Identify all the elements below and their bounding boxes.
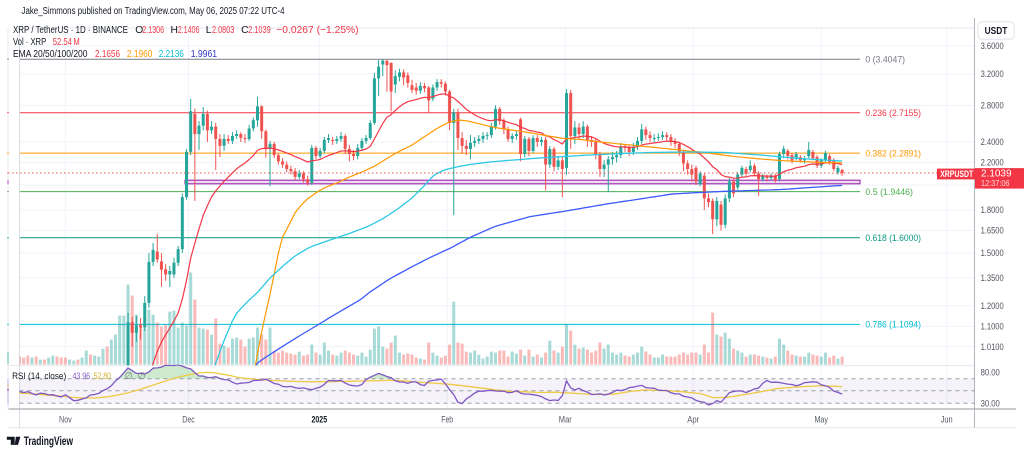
svg-text:∅: ∅ <box>125 371 133 382</box>
svg-text:Nov: Nov <box>59 414 72 424</box>
svg-text:RSI (14, close): RSI (14, close) <box>12 371 66 382</box>
svg-text:2.1960: 2.1960 <box>127 49 153 60</box>
svg-text:2.4000: 2.4000 <box>981 137 1004 147</box>
svg-text:C: C <box>241 25 249 36</box>
svg-text:2.2136: 2.2136 <box>159 49 184 60</box>
svg-text:H: H <box>171 25 178 36</box>
svg-text:Jun: Jun <box>941 414 953 424</box>
svg-text:EMA 20/50/100/200: EMA 20/50/100/200 <box>13 49 88 60</box>
svg-text:Dec: Dec <box>182 414 195 424</box>
svg-text:0.5 (1.9446): 0.5 (1.9446) <box>865 187 913 197</box>
svg-text:2.1306: 2.1306 <box>142 25 164 36</box>
svg-text:52.54 M: 52.54 M <box>53 37 80 48</box>
svg-text:Feb: Feb <box>441 414 453 424</box>
svg-text:2.0803: 2.0803 <box>212 25 234 36</box>
svg-text:0.382 (2.2891): 0.382 (2.2891) <box>865 148 921 158</box>
svg-text:1.2000: 1.2000 <box>981 301 1004 311</box>
svg-text:1.1000: 1.1000 <box>981 322 1004 332</box>
svg-text:43.96: 43.96 <box>73 371 91 382</box>
svg-text:1.0100: 1.0100 <box>981 342 1004 352</box>
svg-text:−0.0267 (−1.25%): −0.0267 (−1.25%) <box>276 25 358 36</box>
svg-text:2.1039: 2.1039 <box>248 25 271 36</box>
svg-text:52.80: 52.80 <box>94 371 111 382</box>
svg-text:0.618 (1.6000): 0.618 (1.6000) <box>865 233 921 243</box>
svg-text:0.786 (1.1094): 0.786 (1.1094) <box>865 320 921 330</box>
svg-text:2.8000: 2.8000 <box>981 101 1004 111</box>
svg-text:3.6000: 3.6000 <box>981 41 1004 51</box>
svg-text:30.00: 30.00 <box>981 398 1000 408</box>
svg-text:2.2000: 2.2000 <box>981 158 1004 168</box>
svg-text:3.2000: 3.2000 <box>981 69 1004 79</box>
svg-text:XRPUSDT: XRPUSDT <box>940 169 973 179</box>
svg-text:1.5000: 1.5000 <box>981 248 1004 258</box>
svg-text:Vol · XRP: Vol · XRP <box>13 37 46 48</box>
svg-text:12:37:06: 12:37:06 <box>981 178 1010 188</box>
svg-text:2.1406: 2.1406 <box>178 25 200 36</box>
svg-text:2.1039: 2.1039 <box>981 169 1012 180</box>
svg-text:1.6500: 1.6500 <box>981 226 1004 236</box>
svg-text:2025: 2025 <box>312 414 328 424</box>
svg-text:O: O <box>135 25 143 36</box>
svg-text:80.00: 80.00 <box>981 368 1000 378</box>
svg-text:TradingView: TradingView <box>24 436 73 448</box>
svg-text:L: L <box>206 25 212 36</box>
svg-text:May: May <box>814 414 828 424</box>
svg-text:Apr: Apr <box>687 414 699 424</box>
svg-text:2.1656: 2.1656 <box>95 49 120 60</box>
svg-text:XRP / TetherUS · 1D · BINANCE: XRP / TetherUS · 1D · BINANCE <box>13 25 128 36</box>
svg-text:0.236 (2.7155): 0.236 (2.7155) <box>865 108 921 118</box>
svg-text:1.9961: 1.9961 <box>191 49 218 60</box>
svg-text:∅: ∅ <box>138 371 146 382</box>
svg-text:USDT: USDT <box>985 26 1008 37</box>
svg-text:1.3500: 1.3500 <box>981 273 1004 283</box>
svg-text:Mar: Mar <box>559 414 572 424</box>
svg-text:1.8000: 1.8000 <box>981 205 1004 215</box>
svg-text:0 (3.4047): 0 (3.4047) <box>865 55 905 65</box>
svg-text:Jake_Simmons published on Trad: Jake_Simmons published on TradingView.co… <box>22 6 285 17</box>
